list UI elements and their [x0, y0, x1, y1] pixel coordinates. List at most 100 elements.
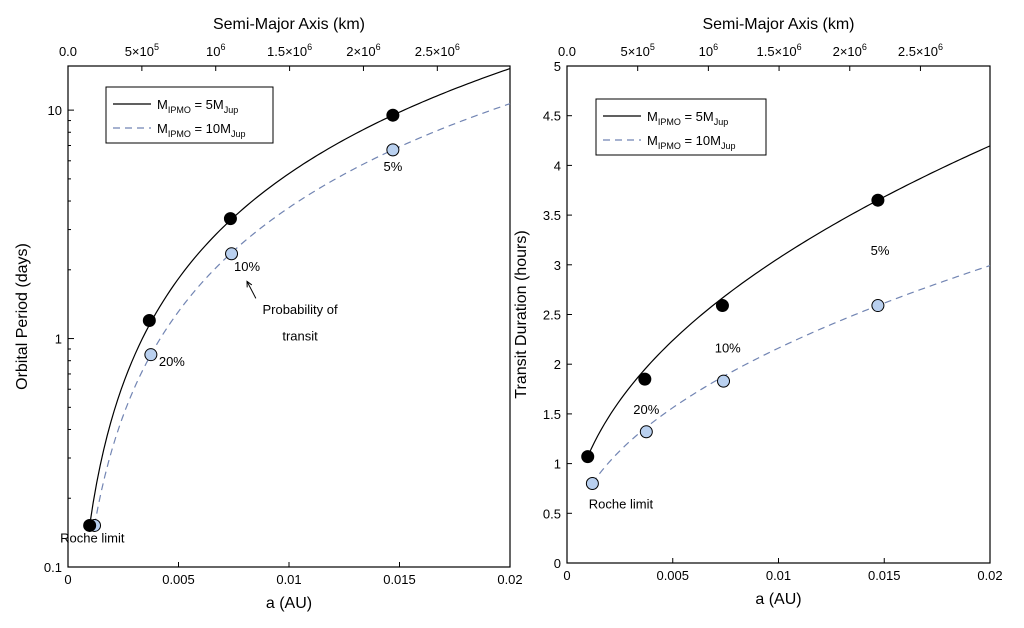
top-tick-base: 10	[699, 44, 713, 59]
legend-sub: IPMO	[168, 129, 191, 139]
top-tick-exponent: 6	[376, 42, 381, 52]
annotation: 10%	[234, 259, 260, 274]
legend-sub: IPMO	[168, 105, 191, 115]
legend-prefix: M	[157, 97, 168, 112]
top-tick-base: 5×10	[621, 44, 650, 59]
legend-sub: IPMO	[658, 117, 681, 127]
series-2-point	[871, 299, 885, 313]
panel-2: 0 0.005 0.01 0.015 0.02a (AU)0.0 5×105 106 1.5×…	[513, 16, 1003, 608]
legend-entry: MIPMO = 10MJup	[157, 121, 245, 139]
x-axis-label: a (AU)	[266, 595, 312, 612]
series-1-point	[871, 193, 885, 207]
top-tick-base: 1.5×10	[756, 44, 796, 59]
top-tick-exponent: 6	[797, 42, 802, 52]
x-tick-label: 0	[563, 568, 570, 583]
y-tick-label: 3.5	[543, 208, 561, 223]
top-tick-base: 0.0	[558, 44, 576, 59]
top-tick-label: 2.5×106	[898, 42, 943, 59]
x-tick-label: 0.01	[766, 568, 791, 583]
x-tick-label: 0	[64, 572, 71, 587]
top-tick-label: 0.0	[558, 44, 576, 59]
y-tick-label: 1	[55, 332, 62, 347]
legend-sub: Jup	[231, 129, 246, 139]
legend-sub: IPMO	[658, 141, 681, 151]
annotation: 5%	[871, 243, 890, 258]
y-tick-label: 2.5	[543, 308, 561, 323]
series-2-point	[717, 374, 731, 388]
top-tick-exponent: 5	[650, 42, 655, 52]
legend-prefix: M	[647, 133, 658, 148]
annotation: transit	[282, 329, 318, 344]
legend-box	[595, 98, 767, 156]
legend-mid: = 5M	[191, 97, 224, 112]
x-tick-label: 0.02	[977, 568, 1002, 583]
y-tick-label: 1.5	[543, 407, 561, 422]
legend-mid: = 5M	[681, 109, 714, 124]
y-tick-label: 4	[554, 158, 561, 173]
top-tick-base: 1.5×10	[267, 44, 307, 59]
legend-prefix: M	[157, 121, 168, 136]
top-tick-base: 2×10	[833, 44, 862, 59]
series-1-line	[587, 145, 991, 457]
legend-sub: Jup	[721, 141, 736, 151]
top-tick-exponent: 5	[154, 42, 159, 52]
annotation: Roche limit	[60, 531, 125, 546]
y-axis-label: Transit Duration (hours)	[513, 230, 530, 398]
series-2-point	[386, 143, 400, 157]
series-1-point	[581, 450, 595, 464]
top-tick-label: 106	[699, 42, 718, 59]
panel-1: 0 0.005 0.01 0.015 0.02a (AU)0.0 5×105 106 1.5×…	[14, 16, 523, 612]
series-1-line	[89, 67, 511, 526]
y-tick-label: 3	[554, 258, 561, 273]
series-1-point	[715, 299, 729, 313]
annotation: 20%	[159, 354, 185, 369]
legend-sub: Jup	[224, 105, 239, 115]
legend-mid: = 10M	[681, 133, 721, 148]
top-tick-exponent: 6	[938, 42, 943, 52]
legend-sub: Jup	[714, 117, 729, 127]
series-1-point	[83, 518, 97, 532]
top-tick-exponent: 6	[862, 42, 867, 52]
series-1-point	[223, 212, 237, 226]
y-axis-label: Orbital Period (days)	[14, 243, 31, 390]
annotation: 5%	[383, 159, 402, 174]
annotation: Roche limit	[589, 496, 654, 511]
y-tick-label: 0.1	[44, 560, 62, 575]
legend-entry: MIPMO = 5MJup	[647, 109, 728, 127]
y-tick-label: 2	[554, 357, 561, 372]
annotation: 20%	[633, 402, 659, 417]
top-tick-label: 1.5×106	[756, 42, 801, 59]
top-tick-base: 5×10	[125, 44, 154, 59]
series-2-point	[585, 476, 599, 490]
x-tick-label: 0.005	[162, 572, 195, 587]
legend-entry: MIPMO = 10MJup	[647, 133, 735, 151]
y-tick-label: 0.5	[543, 506, 561, 521]
y-tick-label: 4.5	[543, 109, 561, 124]
top-tick-base: 10	[206, 44, 220, 59]
top-tick-base: 0.0	[59, 44, 77, 59]
top-tick-base: 2×10	[346, 44, 375, 59]
top-tick-label: 1.5×106	[267, 42, 312, 59]
top-tick-base: 2.5×10	[415, 44, 455, 59]
top-tick-label: 2.5×106	[415, 42, 460, 59]
top-tick-label: 0.0	[59, 44, 77, 59]
legend-box	[105, 86, 274, 144]
top-tick-label: 2×106	[833, 42, 867, 59]
top-tick-exponent: 6	[220, 42, 225, 52]
series-1-point	[638, 372, 652, 386]
x-tick-label: 0.01	[276, 572, 301, 587]
annotation: 10%	[715, 340, 741, 355]
top-tick-label: 5×105	[621, 42, 655, 59]
x-axis-label: a (AU)	[755, 591, 801, 608]
legend-entry: MIPMO = 5MJup	[157, 97, 238, 115]
top-axis-label: Semi-Major Axis (km)	[213, 16, 365, 33]
x-tick-label: 0.02	[497, 572, 522, 587]
series-1-point	[386, 108, 400, 122]
y-tick-label: 10	[48, 103, 62, 118]
series-2-line	[591, 265, 991, 484]
probability-arrow	[246, 281, 257, 299]
y-tick-label: 1	[554, 457, 561, 472]
x-tick-label: 0.015	[868, 568, 901, 583]
